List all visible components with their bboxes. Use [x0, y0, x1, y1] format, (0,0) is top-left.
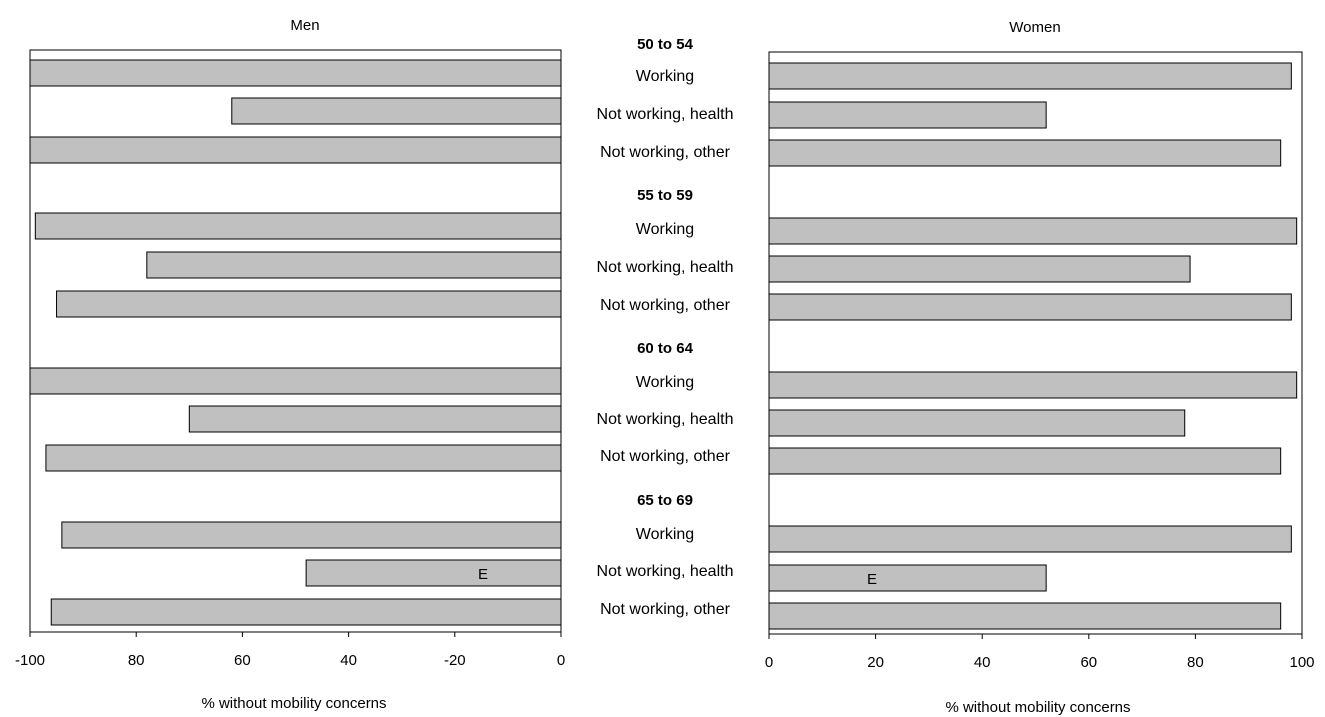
women-bar: [768, 525, 1292, 553]
men-tick-label: -100: [15, 652, 45, 669]
men-chart-title: Men: [290, 17, 319, 34]
men-tick-label: 40: [340, 652, 357, 669]
men-bar: [50, 598, 562, 626]
women-bar: [768, 62, 1292, 90]
women-tick-label: 0: [765, 654, 773, 671]
category-label: Working: [636, 68, 694, 85]
women-x-axis-label: % without mobility concerns: [945, 699, 1130, 716]
age-group-heading: 50 to 54: [637, 36, 694, 53]
category-label: Working: [636, 374, 694, 391]
category-label: Not working, health: [597, 411, 734, 428]
women-bar: [768, 409, 1186, 437]
men-plot-frame: [29, 49, 562, 633]
men-bar-annotation: E: [478, 566, 488, 583]
men-bar: [45, 444, 562, 472]
men-bar: [61, 521, 562, 549]
category-label: Not working, health: [597, 259, 734, 276]
age-group-heading: 65 to 69: [637, 492, 693, 509]
category-label-column: 50 to 54 55 to 59 60 to 64 65 to 69 Working N…: [597, 36, 734, 618]
women-bar: [768, 139, 1282, 167]
category-label: Working: [636, 526, 694, 543]
men-bar: [29, 136, 562, 164]
category-label: Not working, health: [597, 106, 734, 123]
men-bar: [34, 212, 562, 240]
women-tick-label: 100: [1289, 654, 1314, 671]
men-x-axis-ticks: -100 80 60 40 -20 0: [15, 632, 565, 669]
women-chart-panel: Women E 0 20 40 60 80 100 % without mobility …: [765, 19, 1315, 716]
women-bar: [768, 371, 1298, 399]
men-bars-group: E: [29, 59, 562, 626]
women-bar: [768, 293, 1292, 321]
women-bars-group: E: [768, 62, 1298, 630]
women-chart-title: Women: [1009, 19, 1060, 36]
men-tick-label: 60: [234, 652, 251, 669]
women-bar: [768, 101, 1047, 129]
men-chart-panel: Men E -100 80 60 40 -20 0 % without mobility …: [15, 17, 565, 712]
age-group-heading: 55 to 59: [637, 187, 693, 204]
men-bar: [188, 405, 562, 433]
men-tick-label: 80: [128, 652, 145, 669]
women-x-axis-ticks: 0 20 40 60 80 100: [765, 634, 1315, 671]
men-tick-label: 0: [557, 652, 565, 669]
women-bar: [768, 564, 1047, 592]
men-bar: [29, 59, 562, 87]
category-label: Working: [636, 221, 694, 238]
category-label: Not working, other: [600, 448, 731, 465]
women-tick-label: 40: [974, 654, 991, 671]
category-label: Not working, other: [600, 297, 731, 314]
women-tick-label: 80: [1187, 654, 1204, 671]
men-bar: [231, 97, 562, 125]
men-x-axis-label: % without mobility concerns: [201, 695, 386, 712]
women-bar-annotation: E: [867, 571, 877, 588]
men-bar: [56, 290, 562, 318]
men-bar: [305, 559, 562, 587]
men-tick-label: -20: [444, 652, 466, 669]
women-bar: [768, 255, 1191, 283]
category-label: Not working, health: [597, 563, 734, 580]
category-label: Not working, other: [600, 144, 731, 161]
men-bar: [29, 367, 562, 395]
women-plot-frame: [768, 51, 1303, 635]
women-bar: [768, 602, 1282, 630]
age-group-heading: 60 to 64: [637, 340, 694, 357]
men-bar: [146, 251, 562, 279]
category-label: Not working, other: [600, 601, 731, 618]
women-tick-label: 20: [867, 654, 884, 671]
women-bar: [768, 217, 1298, 245]
women-tick-label: 60: [1080, 654, 1097, 671]
women-bar: [768, 447, 1282, 475]
